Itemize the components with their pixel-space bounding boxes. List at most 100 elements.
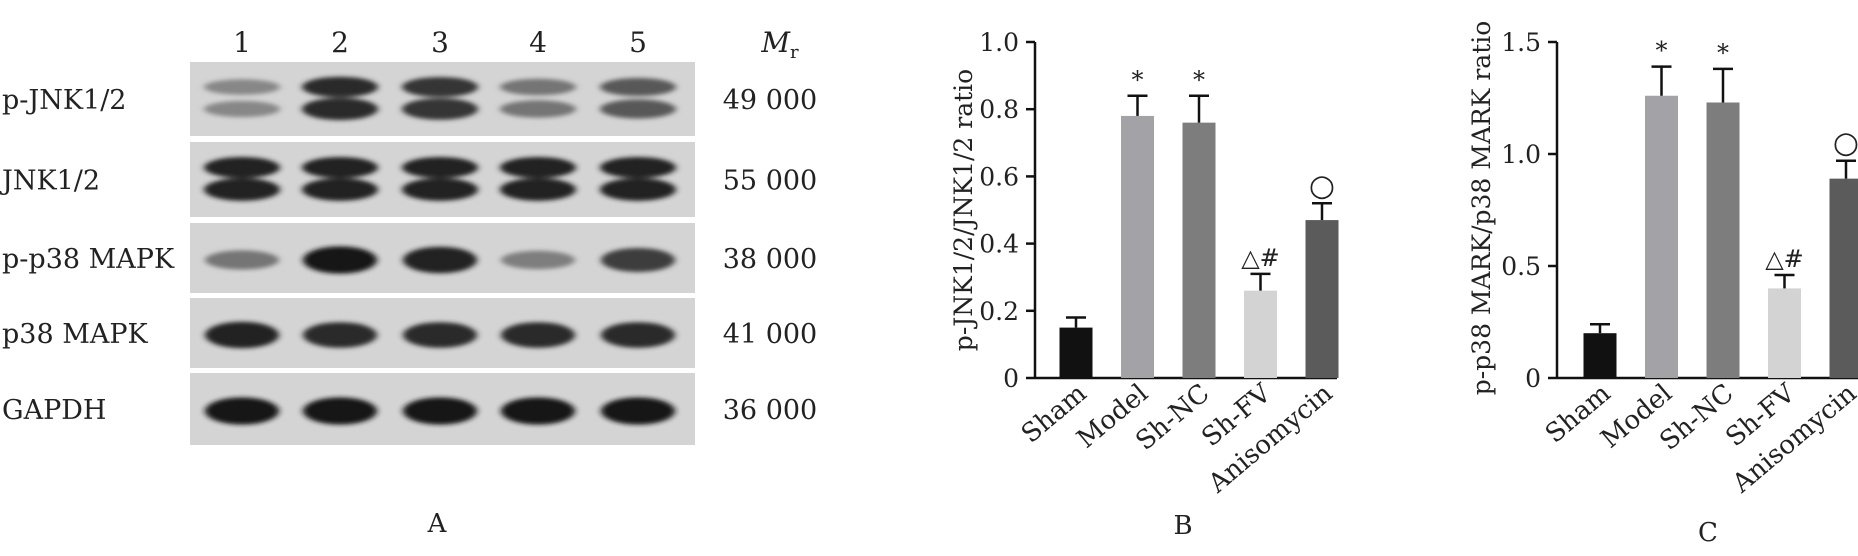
y-tick-label: 0.8 — [979, 95, 1019, 124]
chart-c: 00.51.01.5p-p38 MARK/p38 MARK ratioSham*… — [1467, 21, 1858, 500]
y-tick-label: 1.0 — [979, 28, 1019, 57]
y-tick-label: 0.5 — [1501, 252, 1541, 281]
blot-band — [402, 98, 478, 120]
mr-header: Mr — [760, 26, 799, 63]
blot-band — [302, 157, 378, 178]
blot-protein-label: GAPDH — [2, 395, 106, 426]
blot-row: p-JNK1/2 49 000 — [2, 62, 817, 136]
blot-band — [600, 99, 676, 119]
blot-protein-label: p-p38 MAPK — [2, 244, 175, 275]
blot-band — [600, 78, 676, 96]
blot-band — [402, 178, 478, 201]
bar — [1182, 122, 1216, 378]
bar — [1583, 333, 1617, 378]
y-tick-label: 1.0 — [1501, 140, 1541, 169]
y-tick-label: 0 — [1525, 364, 1541, 393]
bar — [1768, 288, 1801, 378]
significance-marker: △# — [1241, 244, 1280, 272]
lane-label: 3 — [431, 26, 449, 59]
blot-band — [302, 97, 378, 121]
blot-mr-value: 49 000 — [723, 85, 817, 116]
blot-mr-value: 41 000 — [723, 319, 817, 350]
blot-band — [205, 250, 279, 270]
blot-band — [205, 321, 279, 349]
y-axis-label: p-p38 MARK/p38 MARK ratio — [1467, 21, 1496, 396]
blot-row: p-p38 MAPK 38 000 — [2, 223, 817, 293]
blot-band — [500, 157, 576, 178]
blot-band — [402, 157, 478, 178]
blot-band — [205, 397, 279, 425]
significance-marker: ○ — [1309, 168, 1335, 203]
blot-protein-label: JNK1/2 — [0, 166, 100, 197]
blot-band — [302, 76, 378, 98]
blot-row: GAPDH 36 000 — [2, 373, 817, 445]
y-tick-label: 0.2 — [979, 297, 1019, 326]
blot-band — [402, 77, 478, 97]
significance-marker: * — [1193, 66, 1205, 94]
significance-marker: * — [1132, 66, 1144, 94]
mr-subscript: r — [790, 42, 799, 63]
lane-label: 5 — [629, 26, 647, 59]
western-blot-panel: 1 2 3 4 5 Mr p-JNK1/2 49 000 JNK1/2 55 000 p-p38… — [0, 26, 817, 539]
blot-band — [303, 246, 377, 274]
bar — [1305, 220, 1339, 378]
y-tick-label: 0 — [1003, 364, 1019, 393]
blot-band — [204, 157, 280, 178]
band-group — [205, 321, 675, 349]
blot-band — [403, 397, 477, 425]
blot-band — [501, 322, 575, 348]
blot-band — [204, 178, 280, 201]
blot-band — [403, 322, 477, 348]
blot-band — [204, 100, 280, 118]
blot-band — [501, 250, 575, 270]
panel-a-letter: A — [427, 509, 448, 539]
y-tick-label: 0.6 — [979, 162, 1019, 191]
significance-marker: △# — [1765, 245, 1804, 273]
bar — [1059, 327, 1093, 378]
blot-band — [500, 78, 576, 96]
panel-b-letter: B — [1173, 511, 1192, 541]
lane-label: 1 — [233, 26, 251, 59]
band-group — [205, 397, 675, 425]
blot-band — [204, 79, 280, 95]
blot-band — [500, 100, 576, 118]
blot-band — [600, 178, 676, 201]
blot-band — [500, 178, 576, 201]
y-axis-label: p-JNK1/2/JNK1/2 ratio — [949, 69, 978, 351]
blot-row: p38 MAPK 41 000 — [2, 298, 817, 368]
lane-labels: 1 2 3 4 5 — [233, 26, 647, 59]
blot-band — [601, 248, 675, 272]
bar — [1645, 95, 1678, 378]
significance-marker: ○ — [1833, 126, 1858, 161]
significance-marker: * — [1717, 39, 1729, 67]
blot-mr-value: 36 000 — [723, 395, 817, 426]
blot-protein-label: p-JNK1/2 — [2, 85, 126, 116]
bar — [1706, 102, 1740, 378]
band-group — [204, 157, 676, 201]
blot-mr-value: 55 000 — [723, 166, 817, 197]
chart-b: 00.20.40.60.81.0p-JNK1/2/JNK1/2 ratioSha… — [949, 28, 1339, 500]
blot-rows: p-JNK1/2 49 000 JNK1/2 55 000 p-p38 MAPK 38 0… — [0, 62, 817, 445]
band-group — [205, 246, 675, 274]
bar — [1244, 290, 1277, 378]
blot-band — [303, 322, 377, 348]
blot-protein-label: p38 MAPK — [2, 319, 149, 350]
blot-band — [303, 397, 377, 425]
panel-c-letter: C — [1698, 518, 1718, 548]
y-tick-label: 1.5 — [1501, 28, 1541, 57]
blot-band — [302, 178, 378, 201]
blot-band — [403, 246, 477, 274]
bar — [1121, 115, 1154, 379]
blot-band — [601, 397, 675, 425]
lane-label: 4 — [529, 26, 547, 59]
lane-label: 2 — [331, 26, 349, 59]
y-tick-label: 0.4 — [979, 230, 1019, 259]
bar — [1829, 178, 1858, 378]
blot-band — [600, 157, 676, 178]
blot-mr-value: 38 000 — [723, 244, 817, 275]
blot-row: JNK1/2 55 000 — [0, 142, 817, 217]
blot-band — [501, 397, 575, 425]
mr-label: M — [760, 26, 791, 59]
significance-marker: * — [1656, 37, 1668, 65]
